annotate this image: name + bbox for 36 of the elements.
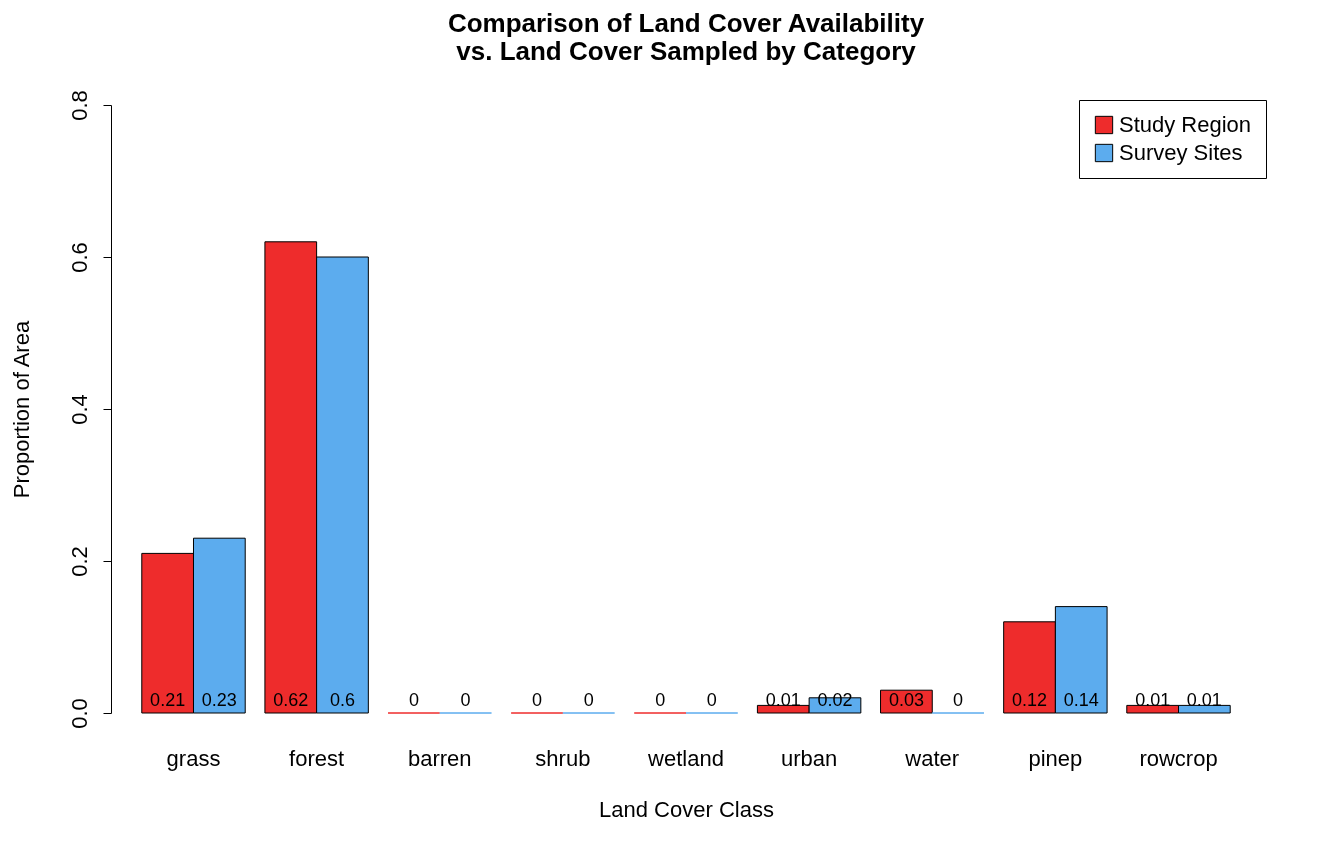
x-tick-label: barren (407, 745, 472, 771)
data-label: 0 (655, 690, 666, 710)
x-tick-label: shrub (535, 745, 591, 771)
x-tick-label: rowcrop (1139, 745, 1218, 771)
x-tick-label: water (904, 745, 960, 771)
data-label: 0.12 (1012, 690, 1048, 710)
data-label: 0.03 (888, 690, 924, 710)
data-label: 0.21 (150, 690, 186, 710)
data-label: 0.23 (201, 690, 237, 710)
x-tick-label: forest (289, 745, 345, 771)
data-label: 0 (408, 690, 419, 710)
data-label: 0 (706, 690, 717, 710)
data-label: 0.62 (273, 690, 309, 710)
data-label: 0.14 (1063, 690, 1099, 710)
y-axis-title: Proportion of Area (8, 320, 34, 499)
x-tick-label: wetland (647, 745, 724, 771)
data-label: 0 (532, 690, 543, 710)
y-tick-label: 0.6 (66, 242, 92, 273)
data-label: 0 (953, 690, 964, 710)
y-tick-label: 0.8 (66, 90, 92, 121)
x-tick-label: urban (780, 745, 838, 771)
data-label: 0.01 (1186, 690, 1222, 710)
data-label: 0 (460, 690, 471, 710)
y-tick-label: 0.2 (66, 546, 92, 577)
y-tick-label: 0.0 (66, 698, 92, 729)
data-label: 0.01 (1135, 690, 1171, 710)
x-tick-label: grass (166, 745, 221, 771)
y-tick-label: 0.4 (66, 394, 92, 425)
data-label: 0 (583, 690, 594, 710)
legend-label: Survey Sites (1119, 140, 1243, 165)
chart-title: Comparison of Land Cover Availability vs. Land Cover Sampled by Category (447, 7, 925, 66)
data-label: 0.01 (765, 690, 801, 710)
data-label: 0.6 (329, 690, 355, 710)
legend-label: Study Region (1119, 112, 1252, 137)
x-tick-label: pinep (1028, 745, 1083, 771)
x-axis-title: Land Cover Class (599, 796, 774, 822)
